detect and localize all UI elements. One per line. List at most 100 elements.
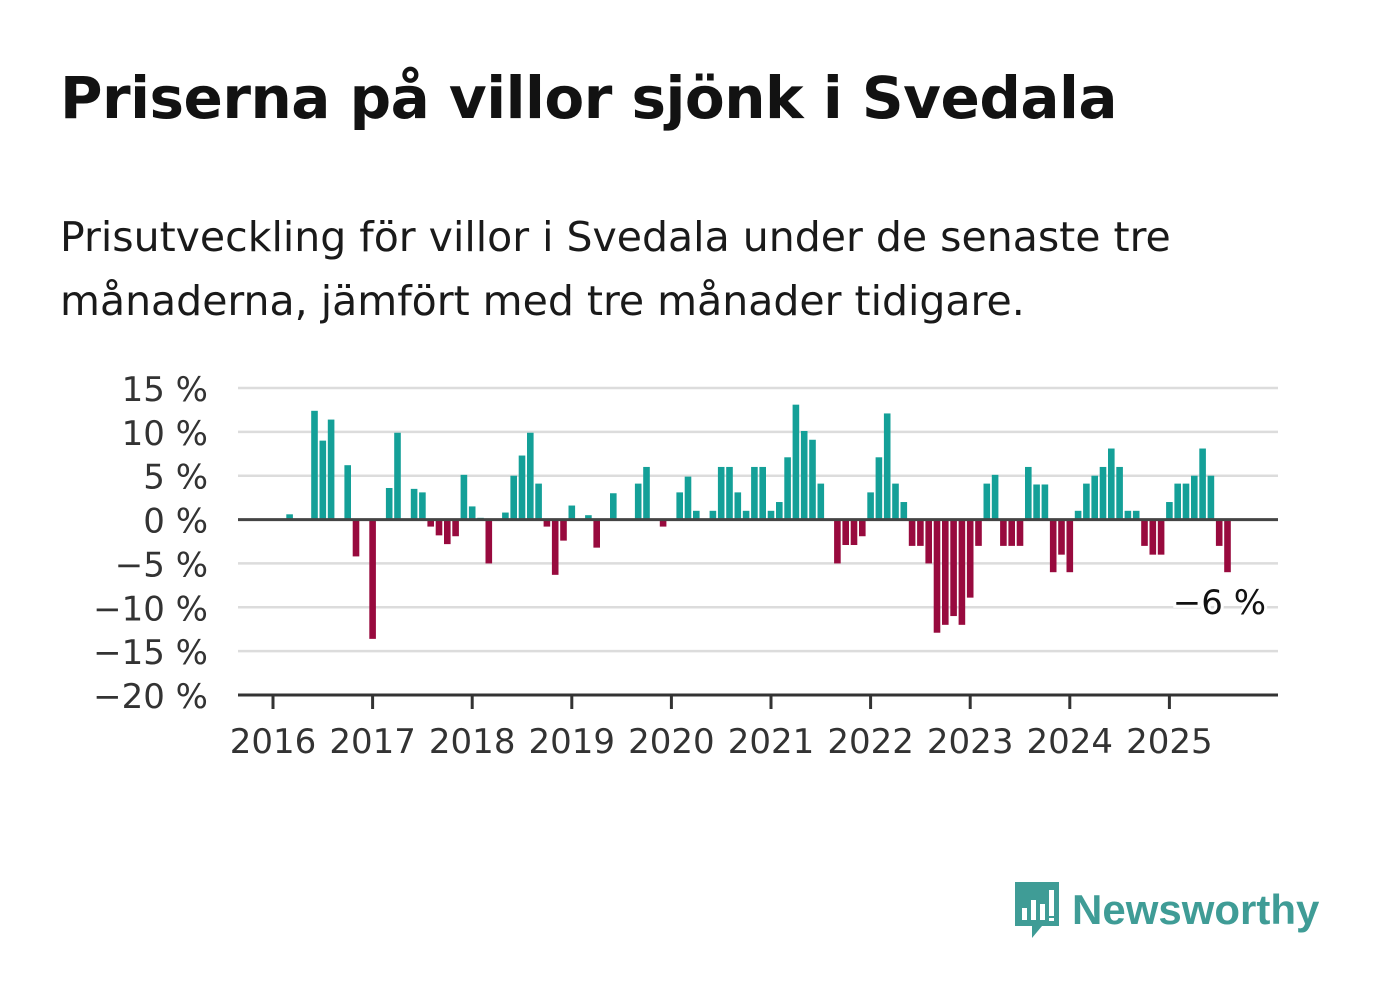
bar [1058,519,1065,555]
y-tick-label: 10 % [122,414,208,454]
bar [634,483,642,520]
bar [1066,519,1074,573]
bar [585,515,592,520]
x-tick-label: 2025 [1126,722,1213,762]
brand-name: Newsworthy [1072,886,1320,933]
bar [842,519,849,546]
bar [1215,519,1223,546]
chart-title: Priserna på villor sjönk i Svedala [60,64,1118,132]
x-tick-label: 2019 [529,722,616,762]
bar [327,419,335,520]
x-tick-label: 2021 [728,722,815,762]
bar [1049,519,1057,573]
bar [900,502,908,520]
bar [1025,466,1032,520]
bar [286,514,293,520]
bar [427,519,434,527]
bar [1157,519,1165,555]
bar [1207,475,1215,520]
bar [1124,510,1132,520]
bar [551,519,559,575]
x-tick-label: 2018 [429,722,516,762]
bar [1033,484,1040,520]
bar [1000,519,1007,546]
bar [1166,502,1173,520]
bar [767,510,775,520]
bar [983,483,991,520]
x-tick-label: 2024 [1027,722,1114,762]
bar [991,474,999,520]
bar [1041,484,1049,520]
bar [560,519,567,541]
bar [510,475,517,520]
bar [1182,483,1190,520]
y-tick-label: −20 % [93,677,208,717]
bar [593,519,600,548]
bar [784,457,791,520]
bar [925,519,932,564]
bar [892,483,899,520]
x-tick-label: 2022 [827,722,914,762]
bar [958,519,966,625]
bar [1008,519,1015,546]
bar [809,439,816,520]
bar [485,519,493,564]
bar [568,505,576,520]
bar [460,474,468,520]
bar [908,519,916,546]
bar [1083,483,1090,520]
y-tick-label: −10 % [93,589,208,629]
x-tick-label: 2016 [230,722,317,762]
bar [610,493,617,520]
bar [792,404,800,520]
y-tick-label: 5 % [143,458,208,498]
bar [850,519,858,546]
bar [452,519,459,537]
bar [950,519,957,617]
bar [518,455,526,520]
bar [502,512,509,520]
bar [917,519,924,546]
bar [742,510,750,520]
bar [1132,510,1140,520]
x-tick-label: 2023 [927,722,1014,762]
bar [344,465,351,520]
bar [410,488,418,520]
bar [800,430,808,520]
bar-chart: 15 %10 %5 %0 %−5 %−10 %−15 %−20 % 2016 201… [93,370,1278,762]
bar [966,519,974,598]
bar [933,519,941,633]
bar [709,510,717,520]
bar [659,519,667,527]
bar [385,487,393,520]
bar [435,519,443,536]
bar [643,466,650,520]
bar [817,483,825,520]
y-tick-label: 0 % [143,502,208,542]
bar [1116,466,1123,520]
bar [751,466,758,520]
bar [834,519,841,564]
bar [1224,519,1231,573]
bar [867,492,874,520]
bar [717,466,725,520]
bar [684,476,692,520]
bar [369,519,376,639]
y-tick-label: 15 % [122,370,208,410]
bar [726,466,733,520]
last-value-annotation: −6 % [1173,583,1266,623]
bar [1199,448,1206,520]
x-tick-label: 2017 [329,722,416,762]
bar [352,519,360,557]
bar [693,510,700,520]
bar [942,519,949,625]
bar [1016,519,1024,546]
bar [1191,475,1198,520]
x-tick-label: 2020 [628,722,715,762]
bar [1099,466,1107,520]
bar [975,519,982,546]
y-tick-label: −15 % [93,633,208,673]
bar [734,492,742,520]
bar [543,519,551,527]
bar [419,492,426,520]
